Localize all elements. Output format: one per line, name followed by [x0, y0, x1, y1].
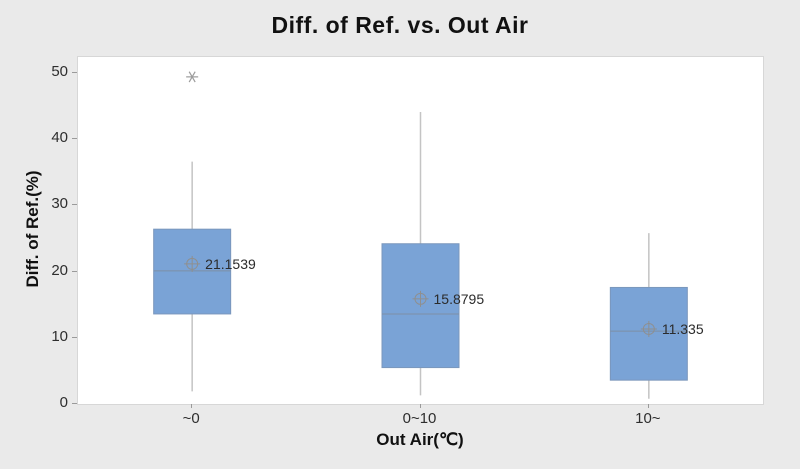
- y-tick-mark: [72, 403, 77, 404]
- x-tick-label: 0~10: [402, 410, 437, 427]
- y-tick-mark: [72, 204, 77, 206]
- plot-area: 21.1539 15.8795 11.335: [77, 56, 764, 405]
- mean-label: 21.1539: [205, 256, 256, 272]
- boxplot-canvas: 21.1539 15.8795 11.335: [153, 71, 704, 399]
- y-tick-label: 40: [51, 129, 68, 147]
- x-axis-title: Out Air(℃): [376, 430, 464, 449]
- chart-title: Diff. of Ref. vs. Out Air: [271, 12, 529, 38]
- outlier-marker: [188, 71, 196, 83]
- y-tick-label: 20: [51, 261, 68, 279]
- y-tick-label: 50: [51, 62, 68, 80]
- x-tick-mark: [191, 404, 193, 408]
- y-tick-label: 10: [51, 327, 68, 345]
- mean-label: 11.335: [662, 321, 704, 337]
- y-tick-mark: [72, 336, 77, 338]
- x-tick-label: ~0: [182, 410, 200, 427]
- y-tick-label: 0: [59, 394, 68, 411]
- y-tick-label: 30: [51, 195, 68, 213]
- y-tick-mark: [72, 270, 77, 272]
- mean-label: 15.8795: [434, 291, 485, 307]
- x-tick-mark: [647, 404, 649, 408]
- y-tick-mark: [72, 71, 77, 73]
- y-tick-mark: [72, 138, 77, 140]
- x-tick-mark: [419, 404, 421, 408]
- x-tick-label: 10~: [635, 410, 661, 427]
